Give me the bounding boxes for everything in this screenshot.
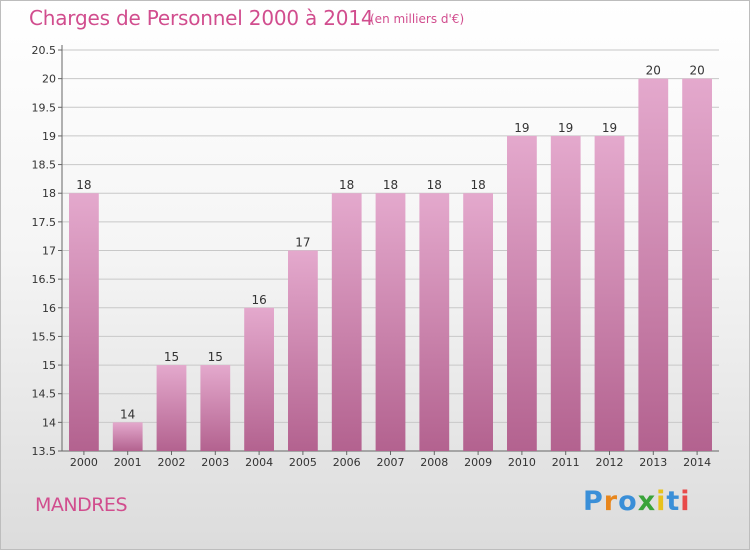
logo-letter: o	[618, 486, 638, 517]
x-tick-label: 2003	[201, 456, 229, 469]
y-tick-label: 13.5	[32, 445, 57, 458]
x-tick-label: 2000	[70, 456, 98, 469]
y-tick-label: 19	[42, 130, 56, 143]
x-tick-label: 2013	[639, 456, 667, 469]
x-tick-label: 2001	[114, 456, 142, 469]
x-tick-label: 2007	[377, 456, 405, 469]
bar-value-label: 14	[120, 407, 135, 421]
y-tick-label: 15	[42, 359, 56, 372]
x-tick-label: 2006	[333, 456, 361, 469]
y-tick-label: 17	[42, 245, 56, 258]
bar-value-label: 17	[295, 236, 310, 250]
y-tick-label: 20	[42, 73, 56, 86]
bar-2008	[419, 193, 450, 451]
bar-2013	[638, 78, 669, 452]
bar-2001	[112, 422, 143, 451]
x-tick-label: 2010	[508, 456, 536, 469]
bar-2010	[507, 135, 537, 451]
bar-value-label: 18	[427, 178, 442, 192]
logo-letter: r	[603, 486, 619, 517]
y-tick-label: 16.5	[32, 273, 57, 286]
y-tick-label: 17.5	[32, 216, 57, 229]
bar-value-label: 19	[602, 121, 617, 135]
bar-2007	[375, 193, 406, 451]
x-tick-label: 2005	[289, 456, 317, 469]
y-tick-label: 18	[42, 187, 56, 200]
bar-2005	[288, 250, 318, 451]
bar-2011	[550, 135, 581, 451]
bar-value-label: 18	[470, 178, 485, 192]
proxiti-logo: Proxiti	[583, 486, 691, 517]
y-tick-label: 15.5	[32, 330, 57, 343]
bar-value-label: 20	[646, 64, 661, 78]
bar-2012	[594, 135, 625, 451]
logo-letter: x	[637, 486, 657, 517]
bars	[69, 78, 712, 452]
bar-value-label: 18	[76, 178, 91, 192]
bar-value-label: 16	[251, 293, 266, 307]
x-tick-label: 2009	[464, 456, 492, 469]
place-name: MANDRES	[35, 494, 128, 516]
bar-value-label: 20	[689, 64, 704, 78]
bar-value-label: 18	[383, 178, 398, 192]
bar-2014	[682, 78, 712, 452]
logo-letter: P	[583, 486, 604, 517]
logo-letter: i	[656, 486, 667, 517]
labels: 13.5 14 14.5 15 15.5 16 16.5 17 17.5 18 18.5 19 19.5…	[32, 44, 712, 469]
y-tick-label: 14.5	[32, 388, 57, 401]
bar-2009	[463, 193, 493, 451]
bar-value-label: 18	[339, 178, 354, 192]
bar-value-label: 15	[208, 350, 223, 364]
chart-title: Charges de Personnel 2000 à 2014	[29, 6, 374, 30]
y-tick-label: 20.5	[32, 44, 57, 57]
x-tick-label: 2014	[683, 456, 711, 469]
bar-2004	[244, 307, 274, 451]
bar-value-label: 15	[164, 350, 179, 364]
bar-2002	[156, 365, 187, 451]
bar-2003	[200, 365, 231, 451]
y-tick-label: 16	[42, 302, 56, 315]
bar-value-label: 19	[514, 121, 529, 135]
bar-value-label: 19	[558, 121, 573, 135]
x-tick-label: 2011	[552, 456, 580, 469]
x-tick-label: 2008	[420, 456, 448, 469]
x-tick-label: 2002	[158, 456, 186, 469]
y-tick-label: 14	[42, 416, 56, 429]
chart-subtitle: (en milliers d'€)	[370, 12, 465, 26]
x-tick-label: 2004	[245, 456, 273, 469]
y-tick-label: 19.5	[32, 101, 57, 114]
logo-letter: t	[666, 486, 681, 517]
y-tick-label: 18.5	[32, 159, 57, 172]
x-tick-label: 2012	[596, 456, 624, 469]
logo-letter: i	[680, 486, 691, 517]
bar-2006	[331, 193, 362, 451]
bar-2000	[69, 193, 99, 451]
